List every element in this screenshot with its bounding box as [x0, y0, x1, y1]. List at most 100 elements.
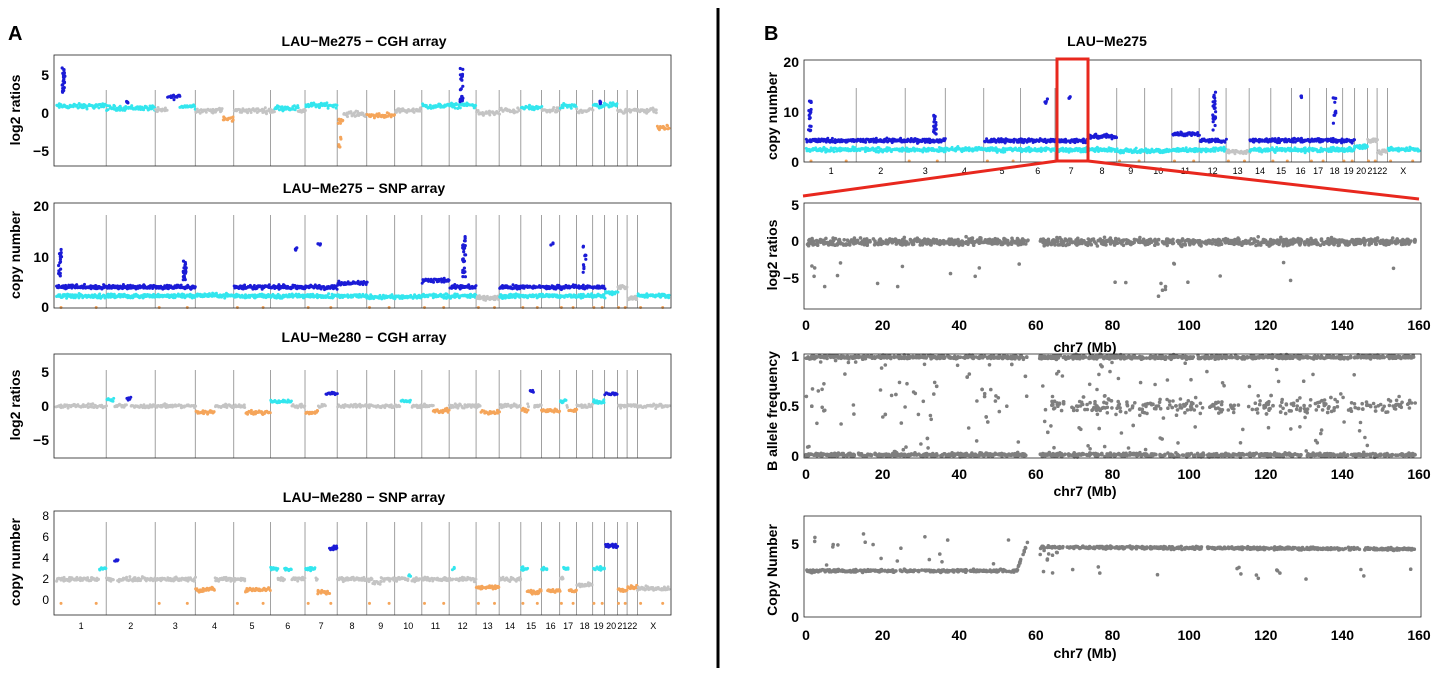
data-point [571, 601, 575, 605]
data-point [585, 405, 589, 409]
data-point [329, 306, 333, 309]
data-point [368, 306, 371, 309]
data-point [667, 296, 671, 300]
data-point [666, 124, 669, 128]
data-point [549, 243, 553, 247]
chromosome-label: 1 [79, 621, 84, 631]
data-point [243, 579, 247, 583]
data-point [262, 108, 266, 112]
data-point [106, 108, 110, 112]
chart-title: LAU−Me275 − SNP array [283, 180, 446, 196]
data-point [584, 257, 588, 261]
data-point [212, 588, 216, 592]
data-point [602, 401, 606, 405]
data-point [279, 578, 283, 582]
data-point [526, 566, 530, 570]
data-point [602, 398, 606, 402]
data-point [428, 103, 432, 107]
data-point [667, 404, 671, 408]
data-point [57, 263, 61, 268]
data-point [461, 275, 465, 279]
data-point [261, 306, 265, 309]
data-point [582, 267, 586, 271]
data-point [667, 126, 671, 130]
data-point [243, 406, 247, 409]
data-point [625, 286, 629, 290]
data-point [346, 115, 349, 119]
chromosome-label: 2 [128, 621, 133, 631]
data-point [296, 106, 300, 110]
data-point [65, 296, 69, 300]
data-point [539, 588, 543, 592]
data-point [316, 242, 320, 246]
y-tick-label: 4 [42, 551, 49, 565]
data-point [75, 283, 79, 287]
data-point [85, 107, 89, 111]
data-point [59, 247, 63, 252]
data-point [256, 107, 260, 111]
data-point [461, 67, 465, 71]
data-point [261, 601, 265, 605]
data-point [581, 270, 585, 274]
scatter-points [55, 215, 671, 309]
data-point [565, 405, 569, 409]
data-point [528, 103, 531, 107]
chromosome-label: 8 [349, 621, 354, 631]
data-point [125, 575, 129, 579]
panel-label-a: A [8, 23, 22, 45]
chromosome-label: X [650, 621, 656, 631]
data-point [412, 110, 416, 114]
data-point [579, 108, 583, 112]
data-point [598, 99, 602, 103]
y-tick-label: 0 [41, 398, 49, 414]
data-point [527, 405, 530, 409]
data-point [94, 306, 98, 309]
data-point [96, 578, 100, 581]
data-point [378, 582, 382, 586]
chromosome-label: 3 [173, 621, 178, 631]
y-tick-label: −5 [33, 432, 49, 448]
data-point [327, 292, 331, 296]
data-point [104, 567, 108, 571]
data-point [306, 306, 310, 309]
data-point [458, 106, 462, 110]
data-point [488, 113, 492, 117]
data-point [552, 106, 556, 109]
data-point [90, 293, 94, 297]
data-point [98, 292, 102, 296]
data-point [172, 98, 176, 102]
data-point [129, 395, 133, 399]
data-point [661, 306, 665, 309]
data-point [235, 601, 239, 605]
data-point [303, 109, 307, 112]
y-axis-label: copy number [7, 517, 23, 605]
data-point [315, 409, 319, 412]
data-point [265, 112, 268, 116]
data-point [303, 404, 307, 408]
data-point [379, 580, 383, 584]
chromosome-label: 16 [546, 621, 556, 631]
y-axis-label: log2 ratios [7, 74, 23, 145]
data-point [183, 265, 187, 269]
data-point [418, 106, 422, 110]
data-point [571, 306, 575, 309]
chromosome-label: 6 [285, 621, 290, 631]
data-point [521, 601, 525, 605]
data-point [463, 239, 467, 243]
data-point [558, 589, 562, 593]
data-point [59, 306, 63, 309]
plot-frame [53, 202, 672, 309]
data-point [453, 106, 457, 110]
data-point [447, 278, 451, 282]
data-point [303, 576, 307, 580]
data-point [539, 403, 543, 407]
data-point [590, 583, 594, 587]
chromosome-label: 20 [606, 621, 616, 631]
data-point [306, 601, 310, 605]
data-point [408, 398, 412, 402]
data-point [194, 110, 198, 114]
data-point [326, 106, 330, 110]
data-point [625, 588, 629, 592]
chart-title: LAU−Me275 − CGH array [282, 33, 447, 49]
